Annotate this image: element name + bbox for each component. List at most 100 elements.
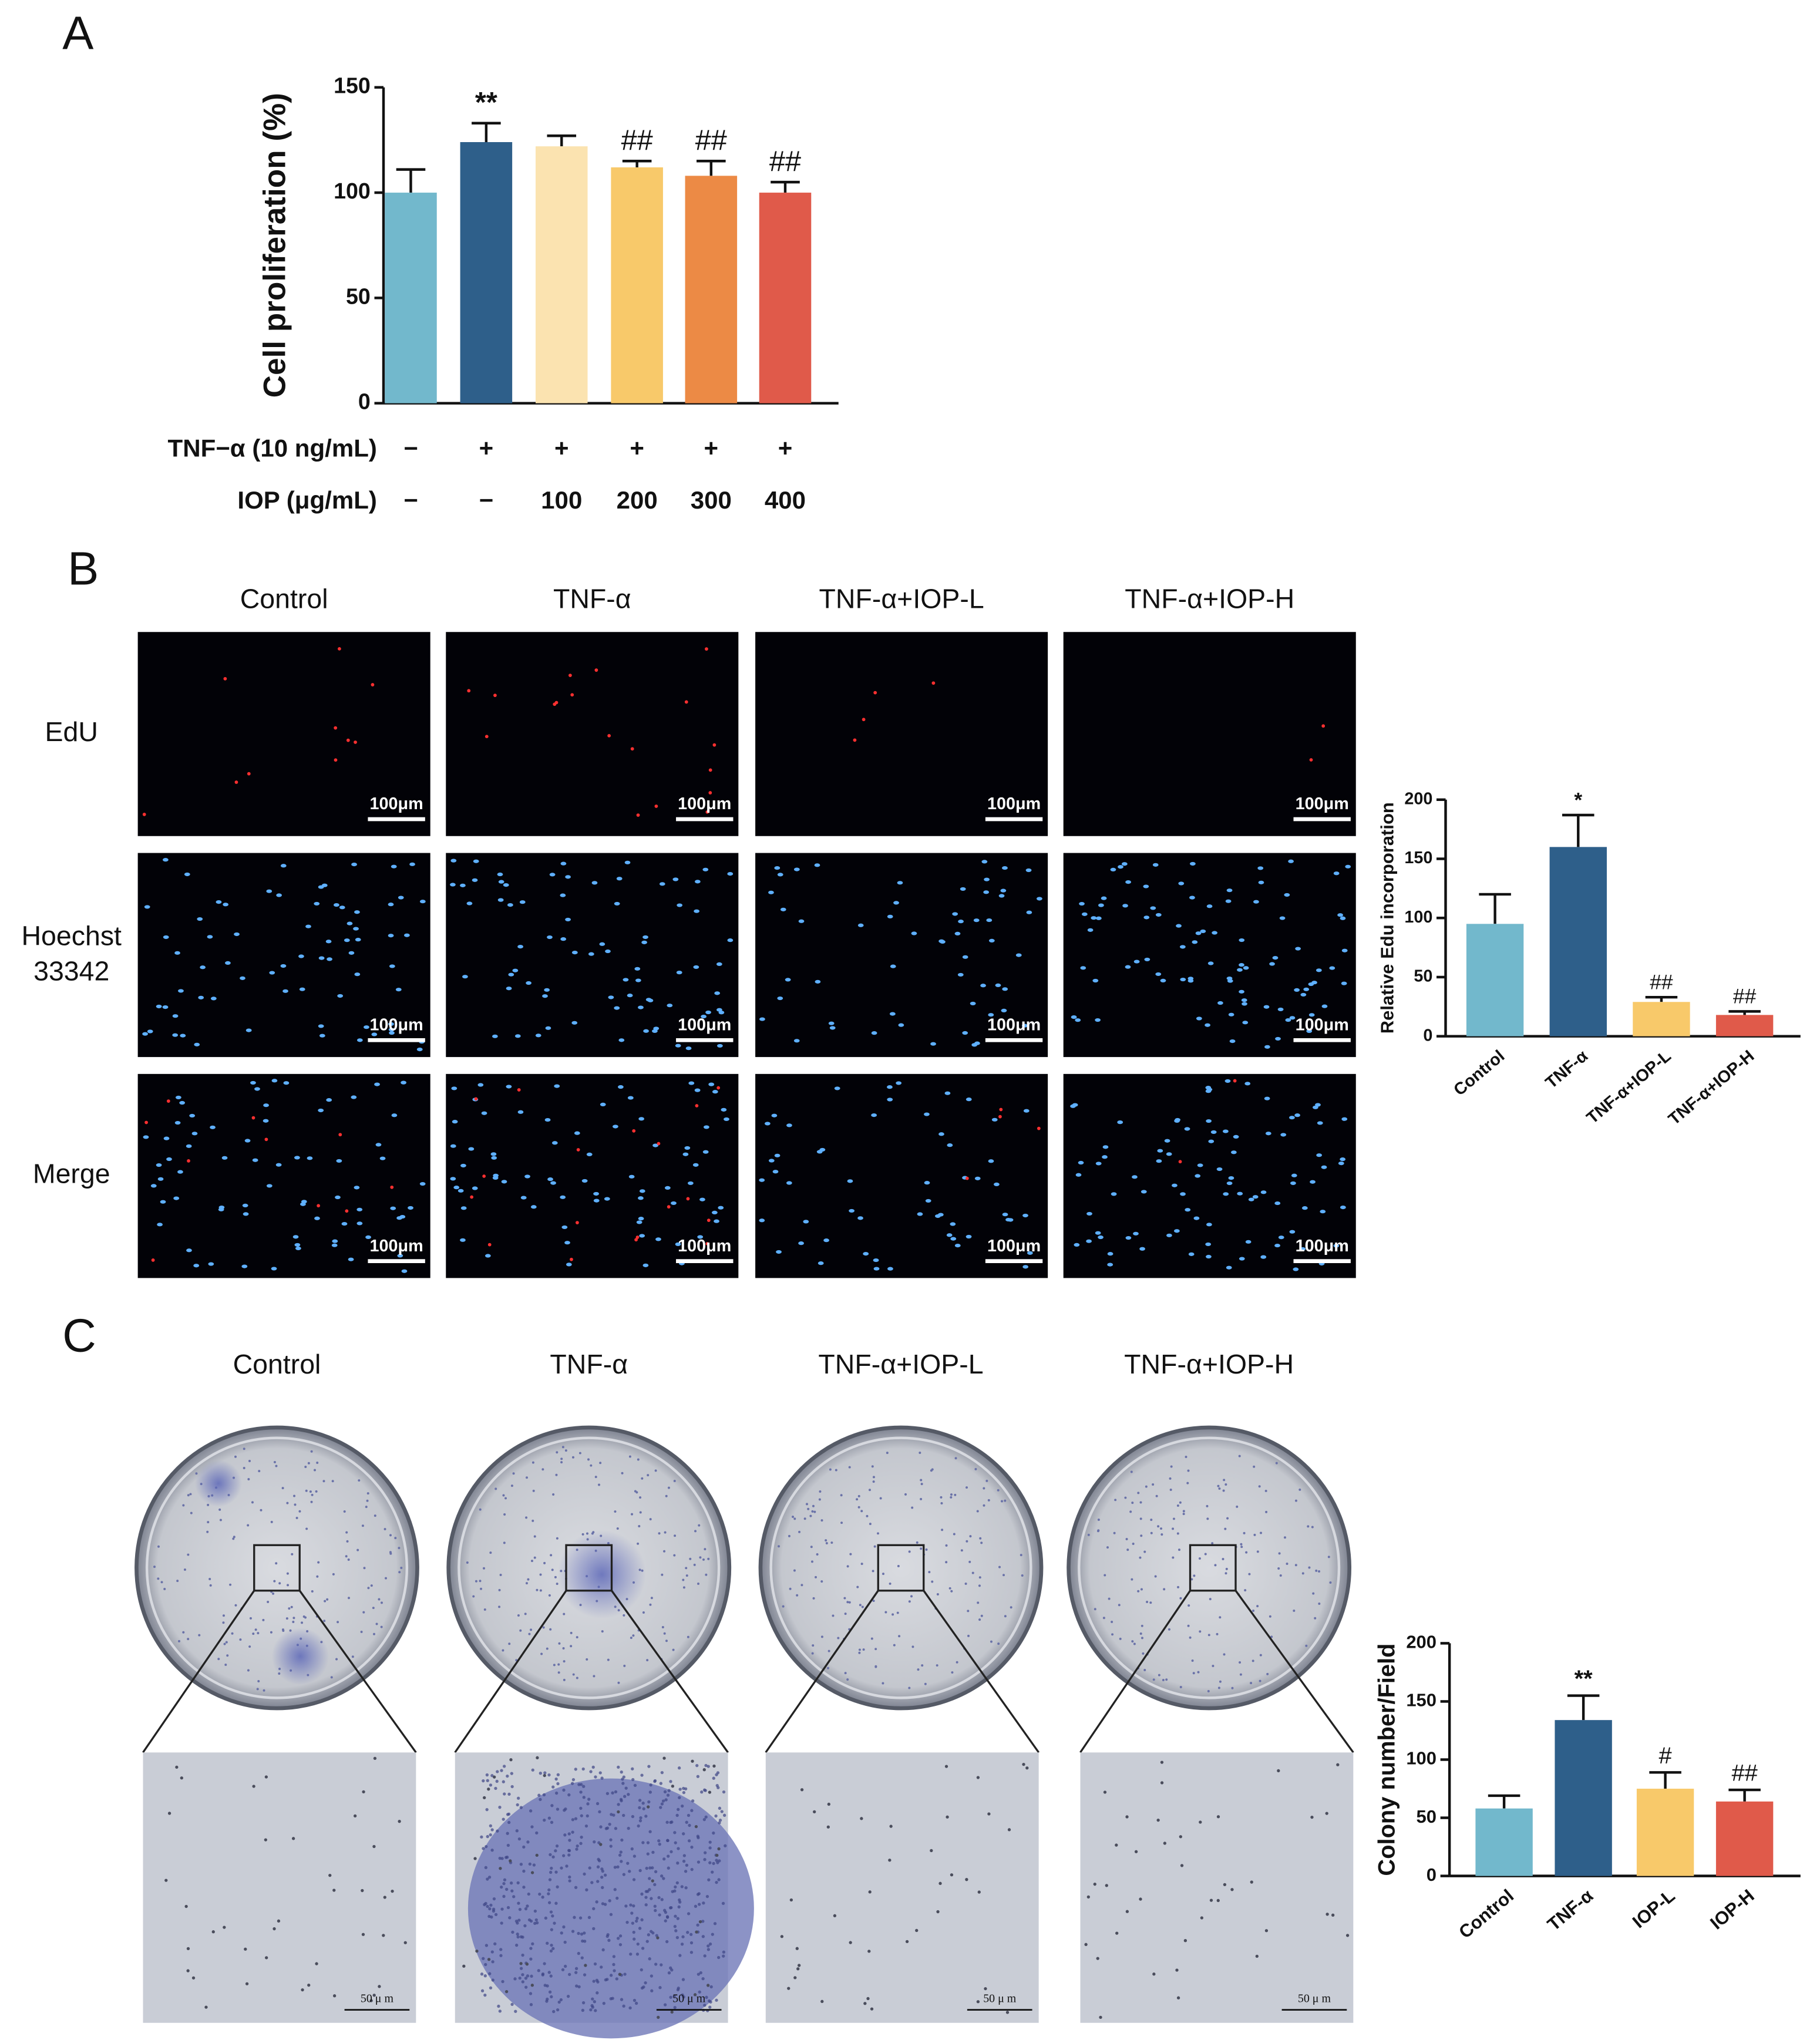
nucleus <box>408 1206 413 1210</box>
colony <box>1143 1669 1146 1672</box>
cell <box>665 1820 669 1824</box>
nucleus <box>512 968 519 972</box>
nucleus <box>1264 1096 1270 1100</box>
colony <box>813 1510 816 1513</box>
cell <box>625 1920 629 1924</box>
cell <box>535 1831 539 1835</box>
cell <box>580 1933 584 1936</box>
colony <box>248 1645 251 1648</box>
nucleus <box>1264 1045 1270 1049</box>
colony <box>872 1476 875 1479</box>
cell <box>1200 1916 1204 1920</box>
colony <box>1131 1640 1134 1643</box>
cell <box>567 1793 571 1797</box>
colony <box>862 1648 865 1651</box>
cell <box>666 1793 670 1797</box>
colony <box>689 1557 692 1560</box>
nucleus <box>645 998 652 1002</box>
nucleus <box>777 996 783 1001</box>
colony <box>792 1515 795 1518</box>
colony <box>590 1464 593 1467</box>
nucleus <box>1080 966 1086 970</box>
nucleus <box>280 964 287 968</box>
colony <box>232 1537 235 1540</box>
cell <box>186 1969 190 1972</box>
cell <box>529 1957 533 1961</box>
colony <box>1152 1483 1155 1486</box>
cell <box>708 1790 712 1794</box>
cell <box>700 1790 704 1794</box>
colony <box>685 1574 688 1577</box>
colony <box>964 1582 967 1585</box>
colony <box>1132 1542 1135 1545</box>
edu-nucleus <box>338 647 341 651</box>
nucleus <box>554 1084 560 1088</box>
cell <box>554 1901 558 1905</box>
colony <box>556 1583 559 1585</box>
colony <box>1312 1592 1315 1595</box>
cell <box>711 1870 714 1874</box>
colony <box>969 1535 972 1538</box>
nucleus <box>1258 880 1264 884</box>
colony <box>1139 1632 1142 1635</box>
colony <box>1097 1529 1100 1532</box>
colony <box>316 1575 319 1578</box>
nucleus <box>178 989 184 993</box>
cell <box>191 1976 196 1980</box>
edu-nucleus <box>862 718 866 722</box>
edu-nucleus <box>654 804 658 808</box>
cell <box>613 1969 616 1972</box>
nucleus <box>356 1207 363 1211</box>
colony <box>316 1461 319 1464</box>
nucleus <box>638 1217 644 1221</box>
nucleus <box>481 1111 487 1115</box>
cell <box>650 1974 654 1978</box>
edu-nucleus <box>705 647 708 651</box>
colony <box>789 1587 792 1590</box>
cell <box>502 1881 506 1886</box>
nucleus <box>1242 1002 1247 1006</box>
cell <box>1209 1898 1213 1902</box>
cell <box>563 1940 567 1944</box>
cell <box>820 1999 824 2003</box>
colony <box>586 1658 588 1661</box>
colony <box>1283 1536 1286 1539</box>
cell <box>1179 1835 1182 1839</box>
nucleus <box>174 951 180 955</box>
cell <box>511 1930 514 1934</box>
cell <box>513 1977 517 1981</box>
cell <box>613 1866 617 1869</box>
cell <box>328 1873 332 1877</box>
nucleus <box>672 877 679 881</box>
nucleus <box>364 1025 369 1029</box>
cell <box>580 1814 583 1817</box>
colony <box>225 1641 228 1644</box>
cell <box>361 1888 364 1893</box>
colony <box>650 1597 653 1600</box>
colony <box>472 1595 475 1598</box>
cell <box>674 1841 677 1844</box>
nucleus <box>871 1113 877 1117</box>
nucleus <box>409 862 415 866</box>
colony <box>385 1577 387 1580</box>
cell <box>592 1927 596 1931</box>
cell <box>611 1997 614 2000</box>
scale-bar-label: 100μm <box>987 1016 1041 1035</box>
nucleus <box>280 864 287 868</box>
zoom-line <box>1079 1590 1191 1753</box>
colony <box>1270 1635 1273 1638</box>
nucleus <box>1260 1255 1267 1259</box>
nucleus <box>704 1125 709 1129</box>
nucleus <box>355 938 361 942</box>
colony <box>576 1636 578 1639</box>
cell <box>579 1806 583 1810</box>
cell <box>524 1977 528 1980</box>
cell <box>863 2002 867 2005</box>
cell <box>608 1899 611 1903</box>
cell <box>589 2008 593 2012</box>
cell <box>718 1806 722 1810</box>
colony <box>965 1540 968 1543</box>
cell <box>796 1967 800 1971</box>
nucleus <box>1224 1079 1231 1083</box>
cell <box>632 1878 636 1881</box>
